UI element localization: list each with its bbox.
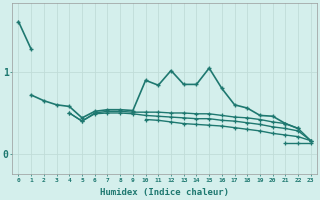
X-axis label: Humidex (Indice chaleur): Humidex (Indice chaleur) (100, 188, 229, 197)
